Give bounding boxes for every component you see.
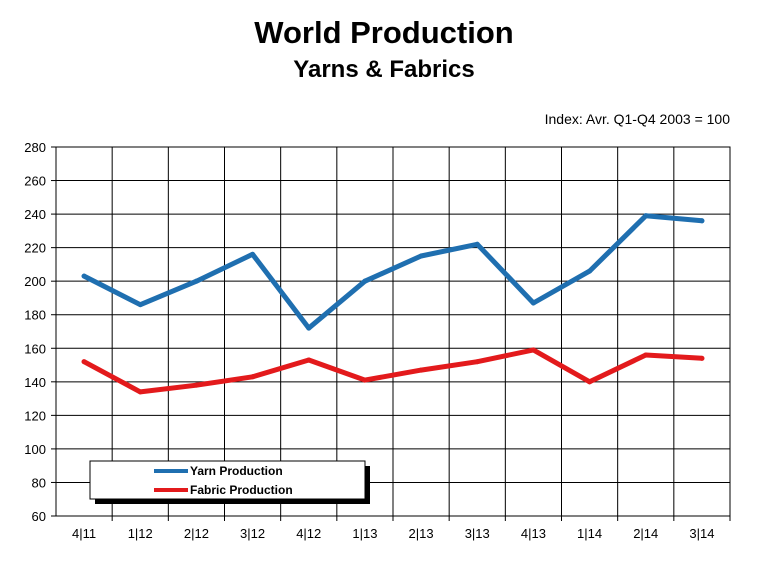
x-tick-label: 1|13 bbox=[352, 526, 377, 541]
series-group bbox=[81, 213, 705, 395]
x-tick-label: 2|13 bbox=[409, 526, 434, 541]
x-tick-label: 4|12 bbox=[296, 526, 321, 541]
data-point bbox=[587, 268, 593, 274]
x-axis-ticks: 4|11 1|12 2|12 3|12 4|12 1|13 2|13 3|13 4|13 1|14… bbox=[72, 516, 731, 541]
y-tick-label: 260 bbox=[24, 174, 46, 189]
y-tick-label: 280 bbox=[24, 140, 46, 155]
x-tick-label: 4|13 bbox=[521, 526, 546, 541]
series-line-fabric bbox=[81, 347, 705, 395]
x-tick-label: 1|12 bbox=[128, 526, 153, 541]
data-point bbox=[699, 218, 705, 224]
data-point bbox=[362, 377, 368, 383]
y-tick-label: 140 bbox=[24, 375, 46, 390]
data-point bbox=[81, 359, 87, 365]
legend-box bbox=[89, 460, 366, 500]
y-tick-label: 60 bbox=[32, 509, 46, 524]
x-tick-label: 1|14 bbox=[577, 526, 602, 541]
data-point bbox=[587, 379, 593, 385]
y-tick-label: 100 bbox=[24, 442, 46, 457]
y-tick-label: 120 bbox=[24, 408, 46, 423]
x-tick-label: 4|11 bbox=[72, 526, 96, 541]
data-point bbox=[81, 273, 87, 279]
y-tick-label: 180 bbox=[24, 308, 46, 323]
legend-label-yarn: Yarn Production bbox=[190, 464, 283, 478]
data-point bbox=[643, 352, 649, 358]
x-tick-label: 2|12 bbox=[184, 526, 209, 541]
data-point bbox=[362, 278, 368, 284]
data-point bbox=[530, 300, 536, 306]
data-point bbox=[137, 302, 143, 308]
x-tick-label: 2|14 bbox=[633, 526, 658, 541]
data-point bbox=[474, 359, 480, 365]
y-tick-label: 80 bbox=[32, 475, 46, 490]
data-point bbox=[418, 367, 424, 373]
chart-title: World Production bbox=[254, 15, 513, 50]
data-point bbox=[193, 382, 199, 388]
data-point bbox=[137, 389, 143, 395]
data-point bbox=[306, 325, 312, 331]
data-point bbox=[250, 251, 256, 257]
data-point bbox=[699, 355, 705, 361]
chart-subtitle: Yarns & Fabrics bbox=[293, 56, 474, 83]
y-tick-label: 240 bbox=[24, 207, 46, 222]
x-tick-label: 3|14 bbox=[689, 526, 714, 541]
plot-frame bbox=[55, 146, 731, 517]
data-point bbox=[643, 213, 649, 219]
data-point bbox=[418, 253, 424, 259]
y-tick-label: 220 bbox=[24, 241, 46, 256]
y-tick-label: 200 bbox=[24, 274, 46, 289]
data-point bbox=[250, 374, 256, 380]
series-line-yarn bbox=[81, 213, 705, 331]
y-tick-label: 160 bbox=[24, 341, 46, 356]
data-point bbox=[530, 347, 536, 353]
legend: Yarn Production Fabric Production bbox=[89, 460, 370, 504]
data-point bbox=[193, 278, 199, 284]
y-axis-ticks: 60 80 100 120 140 160 180 200 220 240 260 280 bbox=[24, 140, 56, 524]
index-annotation: Index: Avr. Q1-Q4 2003 = 100 bbox=[545, 111, 731, 127]
data-point bbox=[306, 357, 312, 363]
x-tick-label: 3|12 bbox=[240, 526, 265, 541]
x-tick-label: 3|13 bbox=[465, 526, 490, 541]
data-point bbox=[474, 241, 480, 247]
legend-label-fabric: Fabric Production bbox=[190, 483, 293, 497]
